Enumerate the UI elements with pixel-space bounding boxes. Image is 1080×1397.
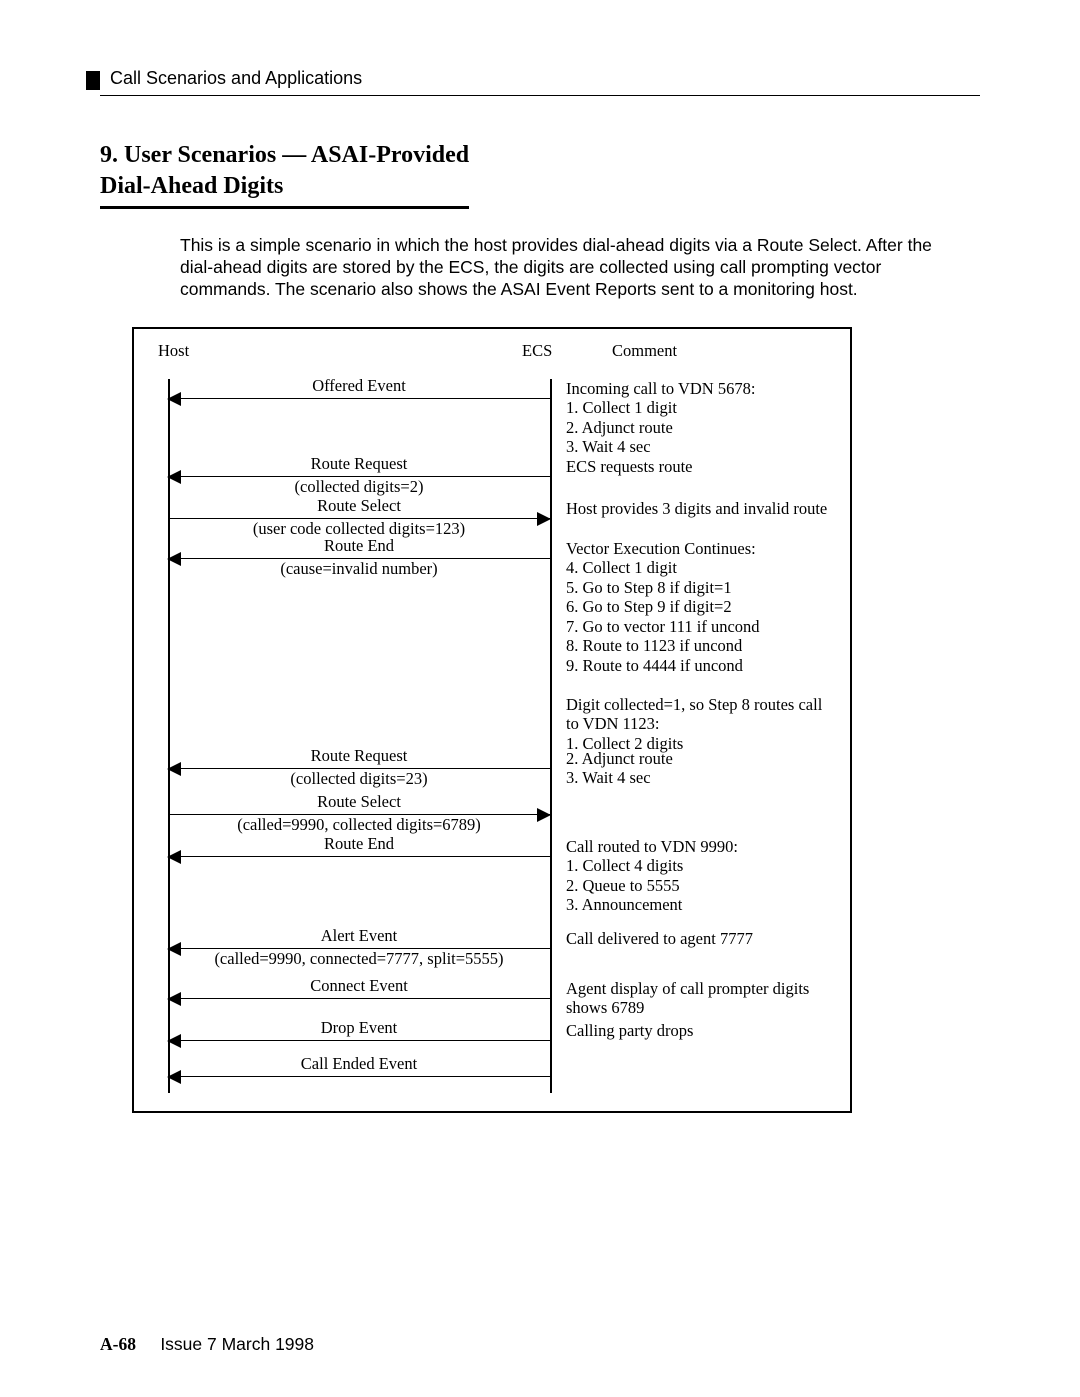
message-label: Route Select bbox=[168, 792, 550, 812]
message-label: Connect Event bbox=[168, 976, 550, 996]
arrowhead-right-icon bbox=[537, 808, 551, 822]
message-label: Route Request bbox=[168, 454, 550, 474]
message-row: Alert Event (called=9990, connected=7777,… bbox=[152, 929, 832, 979]
message-sublabel: (collected digits=2) bbox=[168, 477, 550, 497]
page: Call Scenarios and Applications 9. User … bbox=[100, 68, 980, 1113]
message-arrow: Offered Event bbox=[168, 379, 550, 399]
message-row: Connect EventAgent display of call promp… bbox=[152, 979, 832, 1021]
page-number: A-68 bbox=[100, 1334, 136, 1354]
arrowhead-left-icon bbox=[167, 762, 181, 776]
arrowhead-right-icon bbox=[537, 512, 551, 526]
comment-text: Calling party drops bbox=[566, 1021, 836, 1040]
message-label: Offered Event bbox=[168, 376, 550, 396]
page-footer: A-68 Issue 7 March 1998 bbox=[100, 1334, 314, 1355]
message-label: Alert Event bbox=[168, 926, 550, 946]
message-sublabel: (collected digits=23) bbox=[168, 769, 550, 789]
arrowhead-left-icon bbox=[167, 992, 181, 1006]
message-label: Route Request bbox=[168, 746, 550, 766]
host-header: Host bbox=[158, 341, 189, 361]
comment-header: Comment bbox=[612, 341, 677, 361]
message-label: Route End bbox=[168, 834, 550, 854]
arrowhead-left-icon bbox=[167, 470, 181, 484]
message-sublabel: (cause=invalid number) bbox=[168, 559, 550, 579]
intro-paragraph: This is a simple scenario in which the h… bbox=[180, 235, 960, 301]
message-arrow: Route Select(called=9990, collected digi… bbox=[168, 795, 550, 815]
comment-text: Incoming call to VDN 5678:1. Collect 1 d… bbox=[566, 379, 836, 457]
running-header: Call Scenarios and Applications bbox=[100, 68, 980, 96]
message-arrow: Route Request(collected digits=23) bbox=[168, 749, 550, 769]
message-label: Drop Event bbox=[168, 1018, 550, 1038]
message-sublabel: (called=9990, connected=7777, split=5555… bbox=[168, 949, 550, 969]
message-label: Route End bbox=[168, 536, 550, 556]
comment-text: Host provides 3 digits and invalid route bbox=[566, 499, 836, 518]
arrowhead-left-icon bbox=[167, 1034, 181, 1048]
message-row: Route End(cause=invalid number)Vector Ex… bbox=[152, 539, 832, 749]
section-title-line2: Dial-Ahead Digits bbox=[100, 173, 283, 199]
section-title-line1: 9. User Scenarios — ASAI-Provided bbox=[100, 142, 469, 168]
message-arrow: Route End bbox=[168, 837, 550, 857]
arrowhead-left-icon bbox=[167, 392, 181, 406]
message-label: Route Select bbox=[168, 496, 550, 516]
diagram-headers: Host ECS Comment bbox=[152, 341, 832, 369]
comment-text: Agent display of call prompter digits sh… bbox=[566, 979, 836, 1018]
comment-text: Call routed to VDN 9990:1. Collect 4 dig… bbox=[566, 837, 836, 915]
message-row: Call Ended Event bbox=[152, 1057, 832, 1087]
message-row: Route Request(collected digits=23)2. Adj… bbox=[152, 749, 832, 795]
arrowhead-left-icon bbox=[167, 1070, 181, 1084]
comment-text: Call delivered to agent 7777 bbox=[566, 929, 836, 948]
message-row: Route Select (called=9990, collected digi… bbox=[152, 795, 832, 837]
arrowhead-left-icon bbox=[167, 942, 181, 956]
header-text: Call Scenarios and Applications bbox=[100, 68, 362, 95]
message-row: Route Request(collected digits=2)ECS req… bbox=[152, 457, 832, 499]
diagram-lanes: Offered EventIncoming call to VDN 5678:1… bbox=[152, 379, 832, 1093]
message-row: Route Select(user code collected digits=… bbox=[152, 499, 832, 539]
message-arrow: Call Ended Event bbox=[168, 1057, 550, 1077]
comment-text: 2. Adjunct route3. Wait 4 sec bbox=[566, 749, 836, 788]
message-label: Call Ended Event bbox=[168, 1054, 550, 1074]
message-arrow: Route Select(user code collected digits=… bbox=[168, 499, 550, 519]
message-row: Drop EventCalling party drops bbox=[152, 1021, 832, 1057]
header-marker bbox=[86, 71, 100, 90]
message-sublabel: (called=9990, collected digits=6789) bbox=[168, 815, 550, 835]
message-arrow: Route Request(collected digits=2) bbox=[168, 457, 550, 477]
sequence-diagram: Host ECS Comment Offered EventIncoming c… bbox=[132, 327, 852, 1113]
message-arrow: Drop Event bbox=[168, 1021, 550, 1041]
message-arrow: Alert Event(called=9990, connected=7777,… bbox=[168, 929, 550, 949]
comment-text: Vector Execution Continues:4. Collect 1 … bbox=[566, 539, 836, 753]
message-row: Offered EventIncoming call to VDN 5678:1… bbox=[152, 379, 832, 457]
arrowhead-left-icon bbox=[167, 850, 181, 864]
message-arrow: Route End(cause=invalid number) bbox=[168, 539, 550, 559]
comment-text: ECS requests route bbox=[566, 457, 836, 476]
message-arrow: Connect Event bbox=[168, 979, 550, 999]
ecs-header: ECS bbox=[522, 341, 552, 361]
message-row: Route EndCall routed to VDN 9990:1. Coll… bbox=[152, 837, 832, 929]
footer-spacer bbox=[141, 1334, 156, 1354]
section-title: 9. User Scenarios — ASAI-Provided Dial-A… bbox=[100, 140, 469, 209]
arrowhead-left-icon bbox=[167, 552, 181, 566]
issue-text: Issue 7 March 1998 bbox=[160, 1334, 314, 1354]
